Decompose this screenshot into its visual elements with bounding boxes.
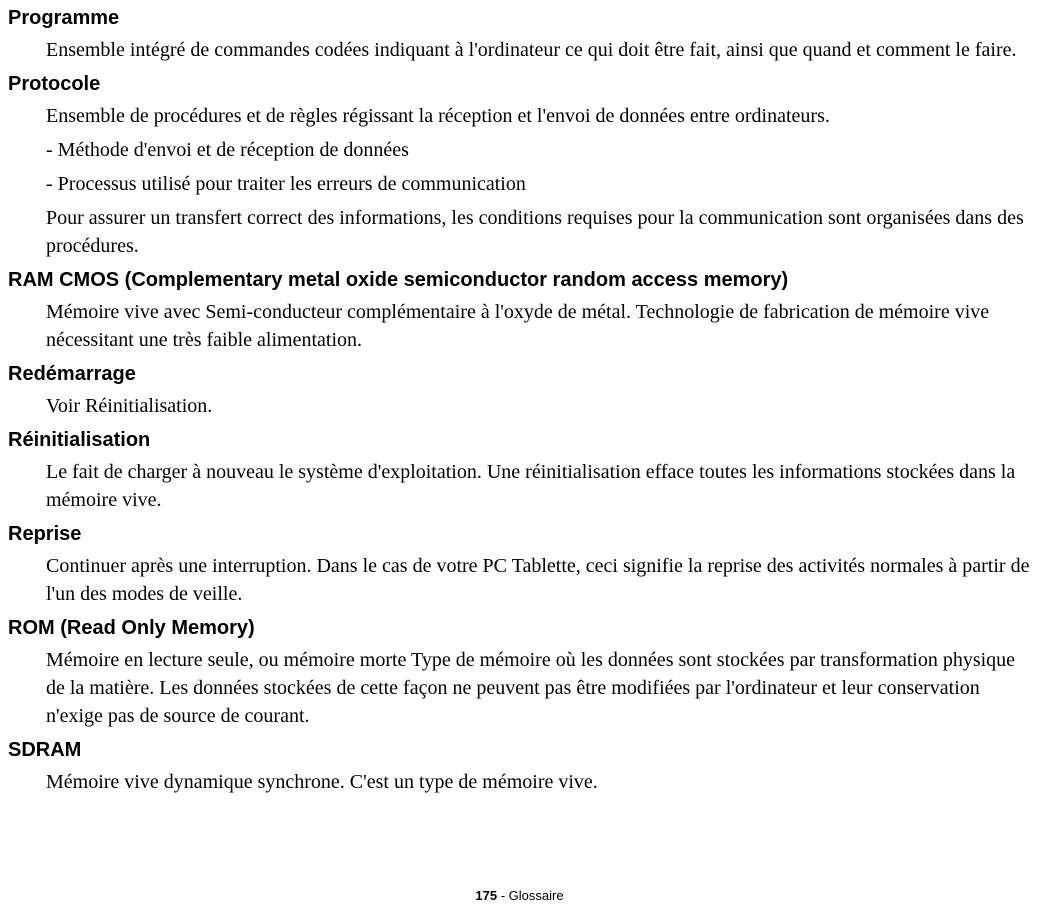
glossary-definition: Voir Réinitialisation. bbox=[46, 392, 1031, 420]
glossary-entry: Réinitialisation Le fait de charger à no… bbox=[8, 426, 1031, 514]
glossary-term: Reprise bbox=[8, 520, 1031, 548]
footer-section: Glossaire bbox=[509, 888, 564, 903]
footer-separator: - bbox=[497, 888, 509, 903]
glossary-entry: ROM (Read Only Memory) Mémoire en lectur… bbox=[8, 614, 1031, 730]
glossary-content: Programme Ensemble intégré de commandes … bbox=[8, 4, 1031, 796]
glossary-term: ROM (Read Only Memory) bbox=[8, 614, 1031, 642]
page-footer: 175 - Glossaire bbox=[0, 888, 1039, 903]
glossary-entry: Reprise Continuer après une interruption… bbox=[8, 520, 1031, 608]
glossary-entry: Protocole Ensemble de procédures et de r… bbox=[8, 70, 1031, 260]
glossary-term: Réinitialisation bbox=[8, 426, 1031, 454]
glossary-entry: Redémarrage Voir Réinitialisation. bbox=[8, 360, 1031, 420]
glossary-definition: Mémoire vive dynamique synchrone. C'est … bbox=[46, 768, 1031, 796]
glossary-definition: Le fait de charger à nouveau le système … bbox=[46, 458, 1031, 514]
glossary-definition: Ensemble de procédures et de règles régi… bbox=[46, 102, 1031, 130]
glossary-term: Redémarrage bbox=[8, 360, 1031, 388]
glossary-term: RAM CMOS (Complementary metal oxide semi… bbox=[8, 266, 1031, 294]
glossary-definition: Ensemble intégré de commandes codées ind… bbox=[46, 36, 1031, 64]
glossary-entry: RAM CMOS (Complementary metal oxide semi… bbox=[8, 266, 1031, 354]
glossary-definition: Continuer après une interruption. Dans l… bbox=[46, 552, 1031, 608]
glossary-entry: Programme Ensemble intégré de commandes … bbox=[8, 4, 1031, 64]
glossary-entry: SDRAM Mémoire vive dynamique synchrone. … bbox=[8, 736, 1031, 796]
page-number: 175 bbox=[475, 888, 497, 903]
glossary-term: Protocole bbox=[8, 70, 1031, 98]
glossary-definition: - Processus utilisé pour traiter les err… bbox=[46, 170, 1031, 198]
glossary-term: Programme bbox=[8, 4, 1031, 32]
glossary-definition: - Méthode d'envoi et de réception de don… bbox=[46, 136, 1031, 164]
glossary-definition: Pour assurer un transfert correct des in… bbox=[46, 204, 1031, 260]
glossary-definition: Mémoire vive avec Semi-conducteur complé… bbox=[46, 298, 1031, 354]
glossary-term: SDRAM bbox=[8, 736, 1031, 764]
glossary-definition: Mémoire en lecture seule, ou mémoire mor… bbox=[46, 646, 1031, 730]
